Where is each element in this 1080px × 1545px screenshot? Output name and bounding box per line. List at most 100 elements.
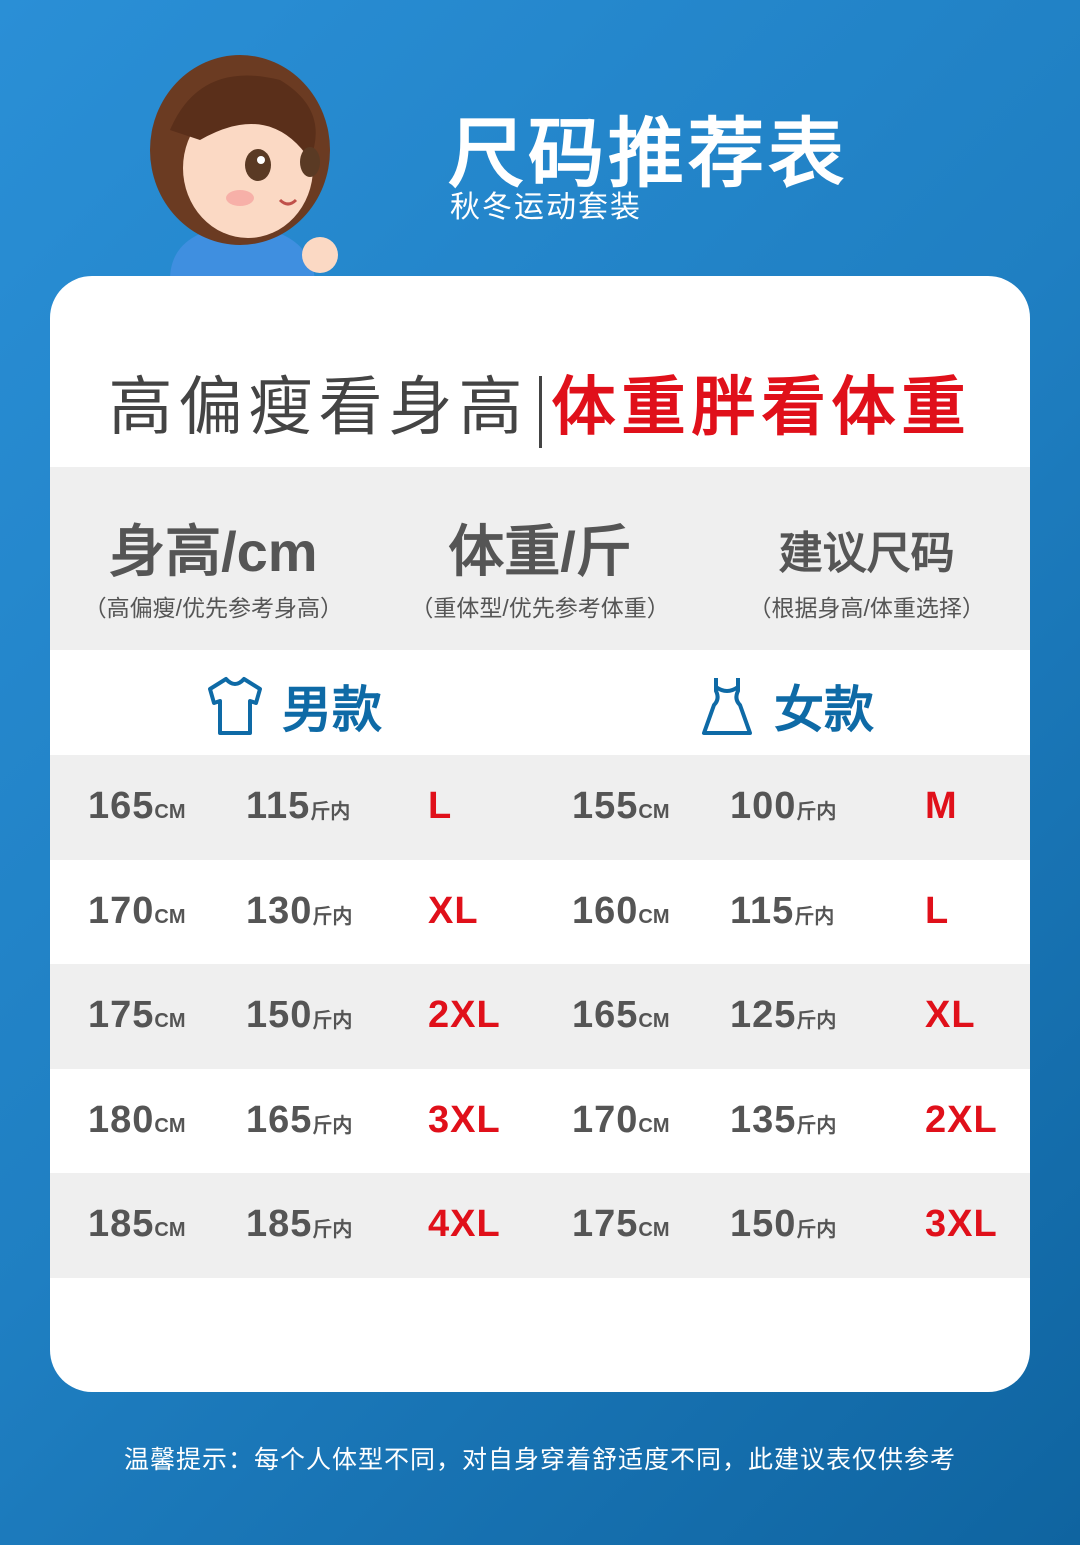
- unit-label: 斤内: [794, 905, 835, 928]
- weight-cell: 115斤内: [246, 785, 350, 828]
- unit-label: CM: [638, 1114, 670, 1137]
- header-title: 体重/斤: [448, 520, 632, 583]
- cell-value: 170: [88, 889, 155, 932]
- cell-value: 125: [730, 994, 797, 1037]
- slogan: 高偏瘦看身高 体重胖看体重: [50, 356, 1030, 449]
- cell-value: XL: [925, 994, 976, 1037]
- height-cell: 175CM: [572, 1203, 670, 1246]
- weight-cell: 150斤内: [246, 994, 352, 1037]
- height-cell: 165CM: [88, 785, 186, 828]
- page-title: 尺码推荐表: [448, 112, 848, 197]
- cell-value: 3XL: [428, 1098, 501, 1141]
- cell-value: XL: [428, 889, 479, 932]
- cell-value: 2XL: [428, 994, 501, 1037]
- header-height: 身高/cm （高偏瘦/优先参考身高）: [50, 467, 377, 650]
- unit-label: CM: [154, 1114, 186, 1137]
- size-cell: 2XL: [925, 1099, 998, 1142]
- unit-label: 斤内: [312, 905, 353, 928]
- weight-cell: 135斤内: [730, 1099, 836, 1142]
- unit-label: CM: [638, 1010, 670, 1033]
- divider: [538, 376, 542, 449]
- cell-value: 100: [730, 785, 797, 827]
- table-row: 180CM 165斤内 3XL 170CM 135斤内 2XL: [50, 1069, 1030, 1174]
- unit-label: 斤内: [312, 1219, 353, 1242]
- header-title: 身高/cm: [109, 520, 318, 583]
- men-label: 男款: [206, 670, 382, 742]
- unit-label: 斤内: [312, 1114, 353, 1137]
- cell-value: 2XL: [925, 1098, 998, 1141]
- gender-row: 男款 女款: [50, 650, 1030, 755]
- unit-label: CM: [154, 1219, 186, 1242]
- weight-cell: 130斤内: [246, 890, 352, 933]
- size-cell: 4XL: [428, 1203, 501, 1246]
- women-label-text: 女款: [774, 682, 874, 738]
- cell-value: 165: [246, 1098, 313, 1141]
- header-size: 建议尺码 （根据身高/体重选择）: [703, 467, 1030, 650]
- size-cell: L: [428, 785, 452, 828]
- size-cell: XL: [925, 994, 976, 1037]
- size-cell: 3XL: [925, 1203, 998, 1246]
- cell-value: 175: [88, 994, 155, 1037]
- unit-label: CM: [154, 905, 186, 928]
- cell-value: 4XL: [428, 1203, 501, 1246]
- size-chart-card: 高偏瘦看身高 体重胖看体重 身高/cm （高偏瘦/优先参考身高） 体重/斤 （重体型/…: [50, 276, 1030, 1392]
- header-title: 建议尺码: [778, 529, 955, 578]
- header-note: （重体型/优先参考体重）: [410, 595, 670, 621]
- cell-value: 115: [246, 785, 311, 827]
- unit-label: 斤内: [796, 1114, 837, 1137]
- cell-value: 150: [730, 1203, 797, 1246]
- weight-cell: 100斤内: [730, 785, 836, 828]
- height-cell: 170CM: [572, 1099, 670, 1142]
- unit-label: 斤内: [796, 801, 837, 823]
- height-cell: 170CM: [88, 890, 186, 933]
- tshirt-icon: [208, 677, 262, 735]
- table-row: 165CM 115斤内 L 155CM 100斤内 M: [50, 755, 1030, 860]
- slogan-right: 体重胖看体重: [551, 371, 972, 443]
- height-cell: 155CM: [572, 785, 670, 828]
- unit-label: 斤内: [310, 801, 351, 823]
- page-subtitle: 秋冬运动套装: [450, 191, 642, 224]
- unit-label: 斤内: [796, 1219, 837, 1242]
- cell-value: 165: [572, 994, 639, 1037]
- table-row: 185CM 185斤内 4XL 175CM 150斤内 3XL: [50, 1173, 1030, 1278]
- unit-label: CM: [154, 1010, 186, 1033]
- weight-cell: 115斤内: [730, 890, 834, 933]
- cell-value: 3XL: [925, 1203, 998, 1246]
- cell-value: 130: [246, 889, 313, 932]
- dress-icon: [702, 678, 752, 735]
- cell-value: 160: [572, 889, 639, 932]
- men-label-text: 男款: [282, 682, 382, 738]
- weight-cell: 150斤内: [730, 1203, 836, 1246]
- height-cell: 165CM: [572, 994, 670, 1037]
- size-cell: XL: [428, 890, 479, 933]
- cell-value: 155: [572, 785, 639, 827]
- cell-value: 150: [246, 994, 313, 1037]
- header-note: （高偏瘦/优先参考身高）: [83, 595, 344, 621]
- women-label: 女款: [698, 670, 874, 742]
- unit-label: CM: [638, 1219, 670, 1242]
- unit-label: 斤内: [796, 1010, 837, 1033]
- unit-label: CM: [154, 801, 186, 823]
- size-cell: L: [925, 890, 949, 933]
- weight-cell: 185斤内: [246, 1203, 352, 1246]
- cell-value: 185: [88, 1203, 155, 1246]
- header-note: （根据身高/体重选择）: [748, 595, 985, 621]
- cell-value: 175: [572, 1203, 639, 1246]
- height-cell: 160CM: [572, 890, 670, 933]
- cell-value: 115: [730, 889, 795, 932]
- unit-label: CM: [638, 905, 670, 928]
- slogan-left: 高偏瘦看身高: [108, 371, 529, 443]
- table-row: 170CM 130斤内 XL 160CM 115斤内 L: [50, 860, 1030, 965]
- cartoon-girl-mascot: [150, 55, 338, 280]
- table-row: 175CM 150斤内 2XL 165CM 125斤内 XL: [50, 964, 1030, 1069]
- cell-value: 165: [88, 785, 155, 827]
- cell-value: 185: [246, 1203, 313, 1246]
- height-cell: 175CM: [88, 994, 186, 1037]
- unit-label: 斤内: [312, 1010, 353, 1033]
- weight-cell: 165斤内: [246, 1099, 352, 1142]
- cell-value: L: [925, 889, 950, 932]
- size-cell: 2XL: [428, 994, 501, 1037]
- size-table: 165CM 115斤内 L 155CM 100斤内 M 170CM 130斤内 XL 160CM 1…: [50, 755, 1030, 1278]
- weight-cell: 125斤内: [730, 994, 836, 1037]
- cell-value: 170: [572, 1098, 639, 1141]
